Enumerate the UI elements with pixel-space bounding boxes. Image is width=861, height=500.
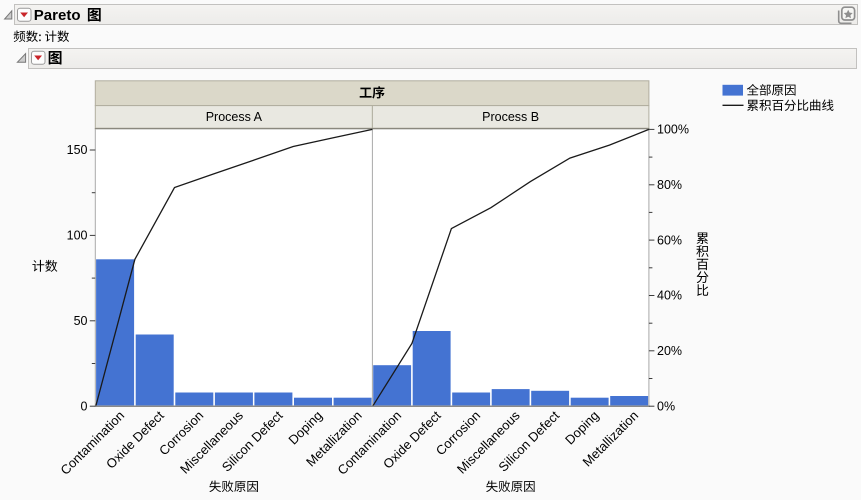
svg-text:50: 50 (74, 314, 88, 328)
svg-text:60%: 60% (657, 233, 682, 247)
svg-text:100%: 100% (657, 123, 689, 137)
svg-text:100: 100 (67, 229, 88, 243)
svg-text:0: 0 (81, 399, 88, 413)
svg-text:40%: 40% (657, 289, 682, 303)
svg-text:150: 150 (67, 143, 88, 157)
svg-text:Process A: Process A (206, 110, 263, 124)
svg-text:Process B: Process B (482, 110, 539, 124)
svg-text:0%: 0% (657, 399, 675, 413)
svg-text:20%: 20% (657, 344, 682, 358)
svg-text:80%: 80% (657, 178, 682, 192)
